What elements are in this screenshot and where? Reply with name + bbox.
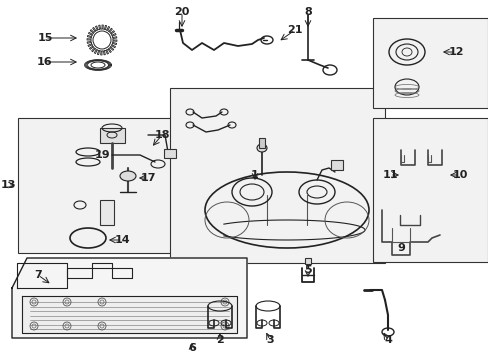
Text: 16: 16 xyxy=(37,57,53,67)
Text: 2: 2 xyxy=(216,335,224,345)
Text: 4: 4 xyxy=(383,335,391,345)
Bar xyxy=(18,118,183,253)
Text: 11: 11 xyxy=(382,170,397,180)
Text: 1: 1 xyxy=(251,170,258,180)
Bar xyxy=(170,88,384,263)
Ellipse shape xyxy=(120,171,136,181)
Text: 17: 17 xyxy=(140,173,156,183)
Polygon shape xyxy=(12,258,246,338)
Text: 12: 12 xyxy=(447,47,463,57)
Bar xyxy=(100,128,125,143)
Text: 5: 5 xyxy=(304,265,311,275)
Ellipse shape xyxy=(257,144,266,152)
Text: 19: 19 xyxy=(94,150,110,160)
Text: 21: 21 xyxy=(286,25,302,35)
Bar xyxy=(100,200,114,225)
Bar xyxy=(259,138,264,148)
Text: 10: 10 xyxy=(451,170,467,180)
Bar xyxy=(305,258,310,264)
Text: 9: 9 xyxy=(396,243,404,253)
Text: 3: 3 xyxy=(265,335,273,345)
Text: 8: 8 xyxy=(304,7,311,17)
Text: 15: 15 xyxy=(37,33,53,43)
Bar xyxy=(372,118,487,262)
Text: 20: 20 xyxy=(174,7,189,17)
Text: 7: 7 xyxy=(34,270,42,280)
Bar xyxy=(372,18,487,108)
Bar xyxy=(330,160,342,170)
Text: 14: 14 xyxy=(114,235,129,245)
Polygon shape xyxy=(22,296,237,333)
Text: 18: 18 xyxy=(154,130,169,140)
Bar xyxy=(163,149,176,158)
Text: 6: 6 xyxy=(188,343,196,353)
Text: 13: 13 xyxy=(0,180,16,190)
